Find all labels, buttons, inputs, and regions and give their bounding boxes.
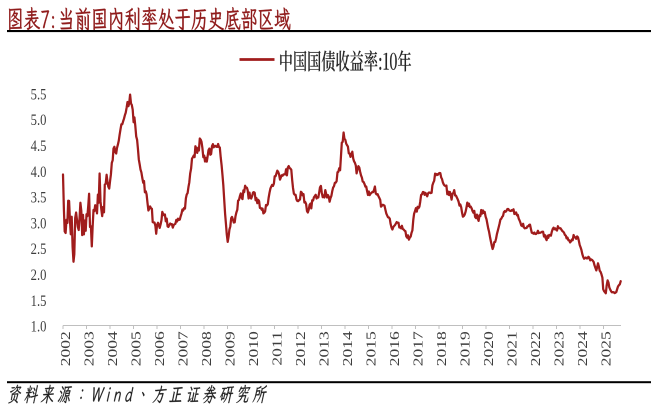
svg-text:1.5: 1.5: [31, 293, 47, 311]
svg-text:2023: 2023: [552, 331, 567, 366]
svg-text:2022: 2022: [528, 331, 543, 366]
svg-text:2.0: 2.0: [31, 267, 47, 285]
svg-text:2025: 2025: [599, 331, 614, 366]
svg-text:2002: 2002: [58, 331, 73, 366]
svg-text:2004: 2004: [105, 331, 120, 366]
svg-text:2020: 2020: [481, 331, 496, 366]
svg-text:4.0: 4.0: [31, 163, 47, 181]
svg-text:2.5: 2.5: [31, 241, 47, 259]
svg-text:2008: 2008: [199, 331, 214, 366]
svg-text:2017: 2017: [411, 331, 426, 366]
svg-text:2019: 2019: [458, 331, 473, 366]
svg-text:2014: 2014: [340, 331, 355, 366]
svg-text:2005: 2005: [129, 331, 144, 366]
svg-text:2010: 2010: [246, 331, 261, 366]
svg-text:3.5: 3.5: [31, 189, 47, 207]
svg-text:2018: 2018: [434, 331, 449, 366]
svg-text:2015: 2015: [364, 331, 379, 366]
svg-text:2006: 2006: [152, 331, 167, 366]
svg-text:2012: 2012: [293, 331, 308, 366]
svg-text:5.5: 5.5: [31, 86, 47, 104]
svg-text:2003: 2003: [82, 331, 97, 366]
svg-text:2024: 2024: [575, 331, 590, 366]
svg-text:2016: 2016: [387, 331, 402, 366]
svg-text:2011: 2011: [270, 331, 285, 365]
svg-text:2007: 2007: [176, 331, 191, 366]
svg-text:4.5: 4.5: [31, 138, 47, 156]
svg-text:2021: 2021: [505, 331, 520, 366]
svg-text:2013: 2013: [317, 331, 332, 366]
svg-text:1.0: 1.0: [31, 318, 47, 336]
svg-text:5.0: 5.0: [31, 112, 47, 130]
svg-text:2009: 2009: [223, 331, 238, 366]
svg-text:3.0: 3.0: [31, 215, 47, 233]
